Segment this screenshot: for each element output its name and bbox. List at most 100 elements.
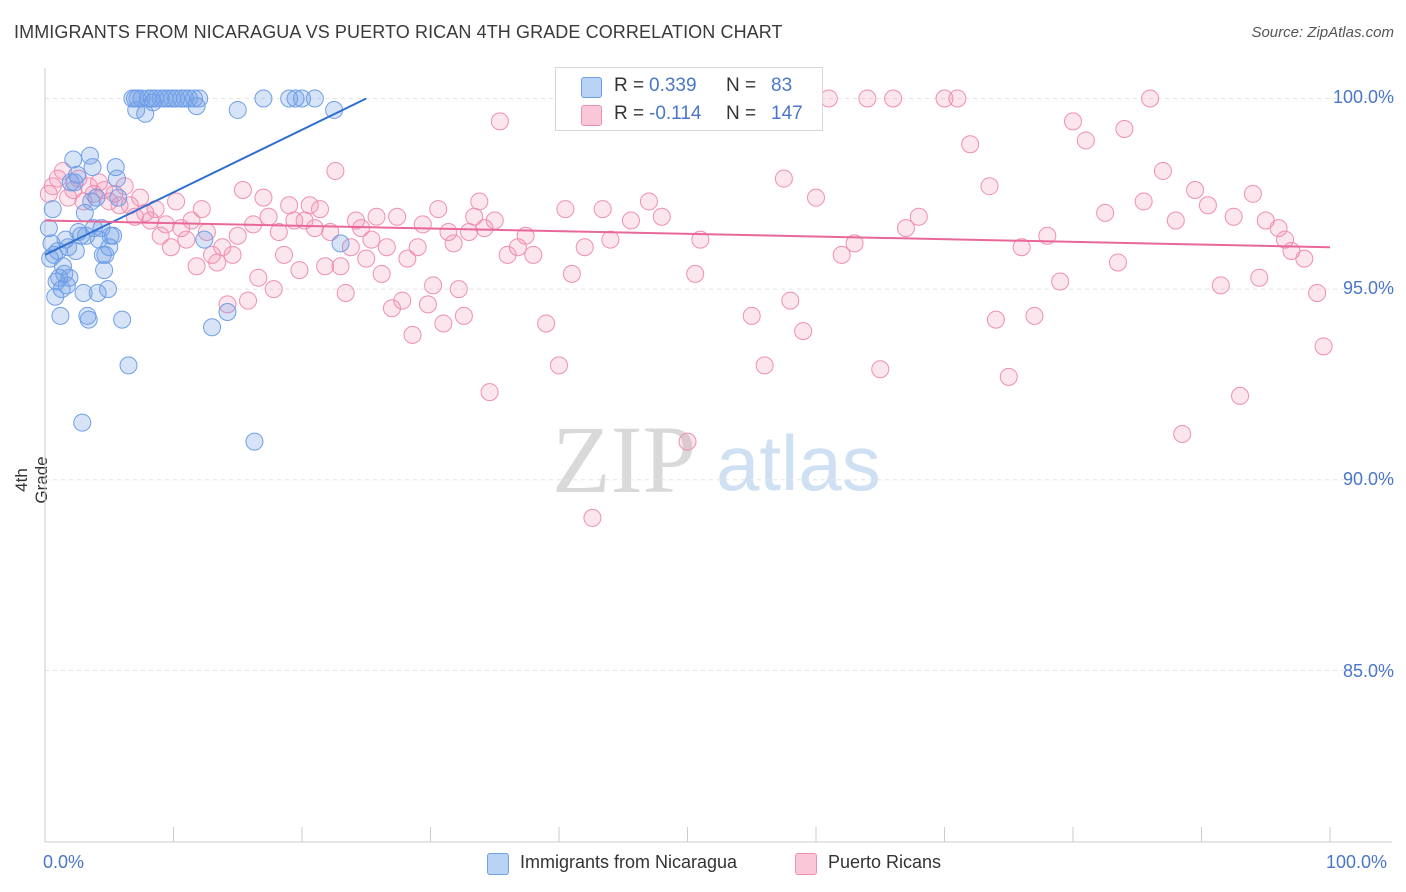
point-puerto-rican: [524, 245, 543, 264]
point-nicaragua: [286, 89, 305, 108]
point-nicaragua: [195, 230, 214, 249]
point-puerto-rican: [1025, 306, 1044, 325]
point-puerto-rican: [1051, 272, 1070, 291]
point-puerto-rican: [151, 226, 170, 245]
point-nicaragua: [104, 226, 123, 245]
point-puerto-rican: [980, 177, 999, 196]
point-puerto-rican: [156, 215, 175, 234]
point-puerto-rican: [755, 356, 774, 375]
point-puerto-rican: [480, 383, 499, 402]
point-puerto-rican: [382, 299, 401, 318]
point-nicaragua: [83, 158, 102, 177]
point-puerto-rican: [187, 257, 206, 276]
point-puerto-rican: [393, 291, 412, 310]
point-nicaragua: [60, 268, 79, 287]
point-puerto-rican: [300, 196, 319, 215]
point-puerto-rican: [1276, 230, 1295, 249]
point-puerto-rican: [485, 211, 504, 230]
point-puerto-rican: [429, 200, 448, 219]
point-puerto-rican: [1038, 226, 1057, 245]
point-nicaragua: [80, 146, 99, 165]
legend-label: Puerto Ricans: [828, 852, 942, 872]
point-puerto-rican: [424, 276, 443, 295]
point-nicaragua: [109, 188, 128, 207]
point-puerto-rican: [1295, 249, 1314, 268]
point-puerto-rican: [141, 211, 160, 230]
point-puerto-rican: [167, 192, 186, 211]
y-tick-label: 100.0%: [1332, 87, 1394, 107]
point-nicaragua: [100, 238, 119, 257]
point-puerto-rican: [290, 261, 309, 280]
point-puerto-rican: [1231, 386, 1250, 405]
watermark-atlas: atlas: [716, 419, 881, 507]
n-value: 83: [771, 75, 793, 96]
point-nicaragua: [95, 261, 114, 280]
point-nicaragua: [53, 257, 72, 276]
point-puerto-rican: [774, 169, 793, 188]
point-puerto-rican: [275, 245, 294, 264]
point-nicaragua: [106, 158, 125, 177]
y-tick-label: 95.0%: [1342, 278, 1394, 298]
point-puerto-rican: [575, 238, 594, 257]
point-nicaragua: [68, 165, 87, 184]
point-puerto-rican: [161, 238, 180, 257]
point-puerto-rican: [336, 283, 355, 302]
point-puerto-rican: [408, 238, 427, 257]
legend-swatch-blue: [487, 853, 509, 875]
point-puerto-rican: [1166, 211, 1185, 230]
trend-line-puerto-rican: [44, 219, 1331, 249]
point-nicaragua: [89, 230, 108, 249]
point-puerto-rican: [678, 432, 697, 451]
point-puerto-rican: [182, 211, 201, 230]
point-puerto-rican: [208, 253, 227, 272]
x-tick-label: 0.0%: [43, 852, 85, 872]
point-puerto-rican: [556, 200, 575, 219]
point-nicaragua: [79, 310, 98, 329]
point-puerto-rican: [321, 222, 340, 241]
point-nicaragua: [107, 169, 126, 188]
r-value: 0.339: [649, 75, 697, 96]
point-puerto-rican: [341, 238, 360, 257]
point-puerto-rican: [177, 230, 196, 249]
point-puerto-rican: [1269, 219, 1288, 238]
point-nicaragua: [51, 306, 70, 325]
point-puerto-rican: [1224, 207, 1243, 226]
point-nicaragua: [113, 310, 132, 329]
point-puerto-rican: [249, 268, 268, 287]
point-puerto-rican: [691, 230, 710, 249]
point-puerto-rican: [357, 249, 376, 268]
point-puerto-rican: [1012, 238, 1031, 257]
point-nicaragua: [305, 89, 324, 108]
point-puerto-rican: [896, 219, 915, 238]
point-nicaragua: [87, 188, 106, 207]
point-puerto-rican: [948, 89, 967, 108]
point-puerto-rican: [794, 322, 813, 341]
point-puerto-rican: [832, 245, 851, 264]
correlation-legend: R = 0.339 N = 83 R = -0.114 N = 147: [555, 67, 823, 131]
point-puerto-rican: [218, 295, 237, 314]
point-puerto-rican: [434, 314, 453, 333]
point-nicaragua: [88, 283, 107, 302]
point-nicaragua: [203, 318, 222, 337]
point-puerto-rican: [1108, 253, 1127, 272]
point-puerto-rican: [781, 291, 800, 310]
point-puerto-rican: [418, 295, 437, 314]
point-puerto-rican: [470, 192, 489, 211]
n-label: N =: [726, 75, 757, 96]
point-puerto-rican: [115, 177, 134, 196]
point-puerto-rican: [935, 89, 954, 108]
point-puerto-rican: [1308, 283, 1327, 302]
point-puerto-rican: [269, 222, 288, 241]
point-puerto-rican: [550, 356, 568, 375]
point-puerto-rican: [1153, 161, 1172, 180]
point-puerto-rican: [449, 280, 468, 299]
point-puerto-rican: [439, 222, 458, 241]
point-puerto-rican: [583, 508, 602, 527]
point-puerto-rican: [1211, 276, 1230, 295]
point-puerto-rican: [537, 314, 556, 333]
point-nicaragua: [98, 280, 117, 299]
point-puerto-rican: [652, 207, 671, 226]
point-puerto-rican: [377, 238, 396, 257]
x-tick-label: 100.0%: [1326, 852, 1388, 872]
